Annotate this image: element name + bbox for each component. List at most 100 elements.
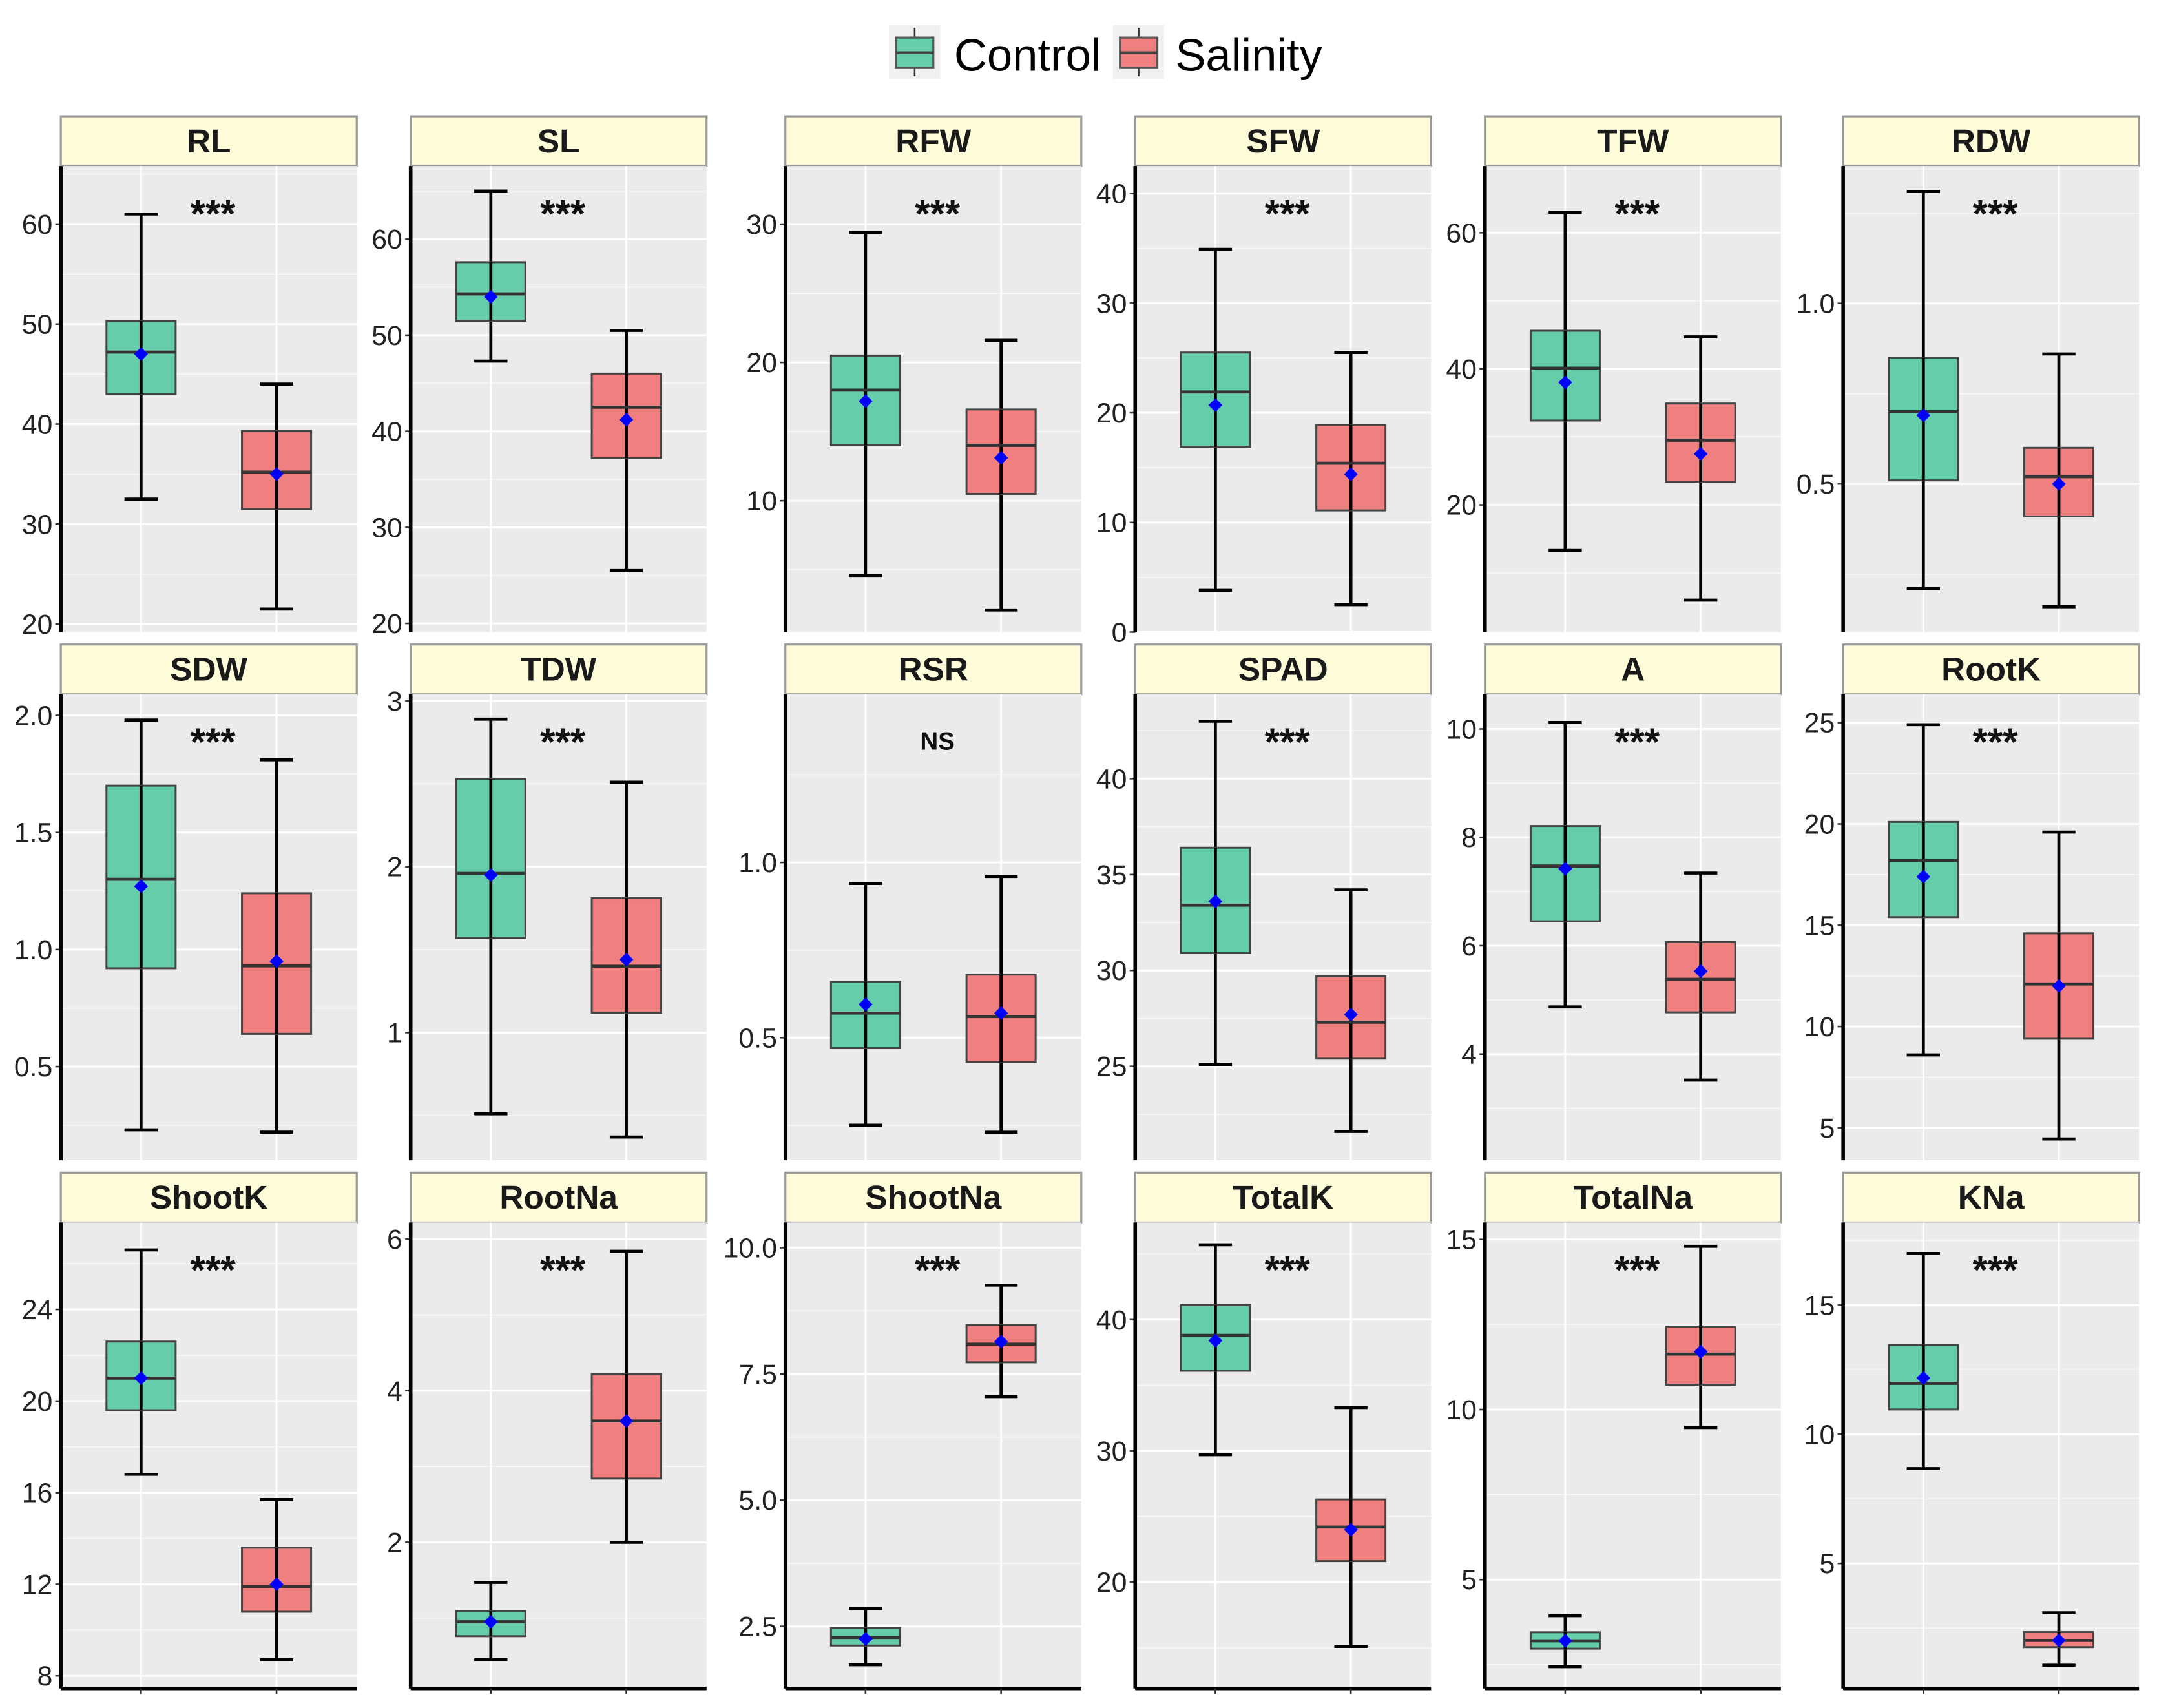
mean-marker-control <box>1558 375 1572 390</box>
box-salinity <box>241 1497 313 1661</box>
y-tick-label: 1.5 <box>14 818 53 849</box>
y-tick-label: 16 <box>22 1478 53 1509</box>
panel-rfw: RFW 10 20 30 *** <box>746 115 1083 632</box>
y-tick-label: 20 <box>746 348 777 379</box>
significance-label: NS <box>920 727 955 755</box>
y-tick-label: 40 <box>1096 1305 1127 1336</box>
y-tick-label: 10 <box>1446 714 1477 745</box>
box-salinity <box>590 1249 662 1544</box>
facet-strip <box>410 115 708 167</box>
significance-label: *** <box>191 720 236 764</box>
y-tick-label: 4 <box>1461 1039 1477 1070</box>
significance-label: *** <box>1973 1249 2019 1292</box>
box-control <box>829 231 901 578</box>
y-tick-label: 40 <box>1096 764 1127 795</box>
box-salinity <box>1665 871 1736 1082</box>
panel-background <box>61 166 357 632</box>
y-tick-label: 4 <box>387 1376 402 1407</box>
panel-sdw: SDW 0.5 1.0 1.5 2.0 *** <box>14 643 358 1161</box>
y-tick-label: 6 <box>387 1224 402 1255</box>
y-tick-label: 1.0 <box>14 935 53 966</box>
facet-title: SPAD <box>1238 651 1328 687</box>
facet-strip <box>1134 1171 1432 1224</box>
significance-label: *** <box>1614 192 1660 235</box>
significance-label: *** <box>1265 1249 1311 1292</box>
y-tick-label: 20 <box>1446 490 1477 521</box>
box-salinity <box>1665 335 1736 602</box>
panel-background <box>785 166 1081 632</box>
y-tick-label: 10 <box>746 486 777 517</box>
facet-title: RootNa <box>499 1179 618 1216</box>
y-tick-label: 10 <box>1446 1395 1477 1426</box>
y-tick-label: 15 <box>1804 1290 1835 1321</box>
facet-title: TotalK <box>1233 1179 1333 1216</box>
significance-label: *** <box>1973 192 2019 235</box>
significance-label: *** <box>191 192 236 235</box>
y-tick-label: 40 <box>371 417 402 448</box>
facet-title: RootK <box>1941 651 2041 687</box>
panel-spad: SPAD 25 30 35 40 *** <box>1096 643 1432 1161</box>
panel-background <box>1843 166 2140 632</box>
facet-title: SFW <box>1246 123 1320 160</box>
panel-background <box>61 694 357 1161</box>
box-control <box>1180 719 1251 1067</box>
facet-title: SL <box>537 123 580 160</box>
y-tick-label: 40 <box>1096 179 1127 210</box>
panel-tdw: TDW 1 2 3 *** <box>387 643 708 1161</box>
box-salinity <box>1315 888 1387 1133</box>
y-tick-label: 30 <box>1096 955 1127 986</box>
y-tick-label: 0.5 <box>1797 469 1835 500</box>
box-control <box>829 1607 901 1667</box>
mean-marker-control <box>1208 894 1223 909</box>
significance-label: *** <box>915 1249 961 1292</box>
facet-strip <box>1484 1171 1782 1224</box>
y-tick-label: 1.0 <box>1797 289 1835 320</box>
panel-background <box>410 166 707 632</box>
mean-marker-salinity <box>994 451 1008 465</box>
box-salinity <box>1665 1244 1736 1430</box>
y-tick-label: 0.5 <box>14 1052 53 1083</box>
facet-strip <box>1484 115 1782 167</box>
box-control <box>829 882 901 1127</box>
panel-background <box>1843 1222 2140 1689</box>
facet-strip <box>1484 643 1782 696</box>
box-salinity <box>965 338 1037 612</box>
y-tick-label: 10 <box>1804 1012 1835 1043</box>
panel-rootna: RootNa 2 4 6 *** <box>387 1171 708 1694</box>
y-tick-label: 7.5 <box>738 1359 777 1390</box>
y-tick-label: 6 <box>1461 931 1477 962</box>
facet-title: ShootNa <box>865 1179 1002 1216</box>
y-tick-label: 25 <box>1096 1052 1127 1083</box>
facet-title: TFW <box>1597 123 1669 160</box>
panel-background <box>785 1222 1081 1689</box>
y-tick-label: 40 <box>1446 354 1477 385</box>
significance-label: *** <box>915 192 961 235</box>
y-tick-label: 24 <box>22 1295 53 1326</box>
box-salinity <box>590 780 662 1139</box>
y-tick-label: 8 <box>1461 822 1477 853</box>
y-tick-label: 40 <box>22 409 53 440</box>
mean-marker-salinity <box>269 1577 284 1592</box>
facet-title: KNa <box>1958 1179 2025 1216</box>
significance-label: *** <box>540 1249 586 1292</box>
panel-shootk: ShootK 8 12 16 20 24 *** <box>22 1171 358 1694</box>
panel-background <box>1485 694 1781 1161</box>
panel-totalna: TotalNa 5 10 15 *** <box>1446 1171 1782 1694</box>
y-tick-label: 1 <box>387 1017 402 1048</box>
box-control <box>1888 1252 1959 1470</box>
box-control <box>1888 723 1959 1057</box>
y-tick-label: 2.5 <box>738 1612 777 1643</box>
mean-marker-control <box>484 289 498 304</box>
box-control <box>1529 1614 1601 1669</box>
y-tick-label: 10.0 <box>724 1233 777 1264</box>
mean-marker-control <box>484 868 498 882</box>
y-tick-label: 10 <box>1804 1419 1835 1450</box>
panel-rdw: RDW 0.5 1.0 *** <box>1797 115 2140 632</box>
panel-background <box>1843 694 2140 1161</box>
facet-title: A <box>1621 651 1645 687</box>
mean-marker-salinity <box>1693 1344 1708 1359</box>
y-tick-label: 5.0 <box>738 1485 777 1516</box>
y-tick-label: 50 <box>22 309 53 340</box>
mean-marker-control <box>1558 862 1572 876</box>
